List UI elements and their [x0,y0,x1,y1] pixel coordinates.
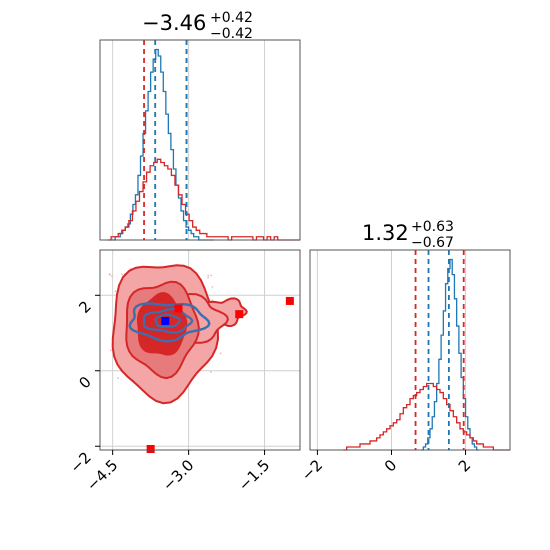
scatter-dot [109,274,111,276]
title-top-median: −3.46 [142,11,206,35]
x-tick-label: 0 [381,456,400,475]
title-right-plus: +0.63 [411,219,454,235]
title-right-median: 1.32 [362,221,409,245]
scatter-dot [109,349,112,352]
histogram-series-0 [112,48,214,241]
contour-blue-outer [128,302,211,343]
scatter-dot [207,276,210,279]
scatter-dot [209,371,212,373]
scatter-dot [207,274,210,277]
panel-top-histogram [99,39,301,241]
title-top-minus: −0.42 [210,26,253,42]
panel-right-frame [309,249,511,451]
title-top: −3.46 [142,11,206,35]
point-marker-1 [235,310,244,319]
point-marker-2 [285,296,294,305]
x-tick-label: −1.5 [235,456,273,494]
panel-top-frame [99,39,301,241]
panel-joint-frame [99,249,301,451]
y-tick-label: 0 [75,373,94,392]
panel-joint-contour: −4.5 −3.0 −1.5−202 [66,249,301,495]
point-marker-4 [161,316,170,325]
x-tick-label: −3.0 [159,456,197,494]
title-right: 1.32 [362,221,409,245]
histogram-series-0 [421,258,479,451]
histogram-series-1 [107,158,300,241]
x-tick-label: 2 [455,456,474,475]
contour-blue-inner [154,313,182,328]
scatter-dot [114,290,117,293]
scatter-dot [219,352,222,355]
point-marker-0 [174,304,183,313]
scatter-dot [111,275,113,278]
y-tick-label: 2 [75,297,94,316]
histogram-series-1 [343,382,510,451]
panel-right-histogram: −2 0 2 [298,249,511,484]
title-right-minus: −0.67 [411,235,454,251]
title-top-plus: +0.42 [210,10,253,26]
y-tick-label: −2 [66,448,94,476]
scatter-dot [211,285,214,288]
x-tick-label: −2 [298,456,326,484]
point-marker-3 [146,445,155,453]
scatter-dot [117,377,119,380]
scatter-dot [210,274,213,277]
scatter-dot [121,273,123,276]
